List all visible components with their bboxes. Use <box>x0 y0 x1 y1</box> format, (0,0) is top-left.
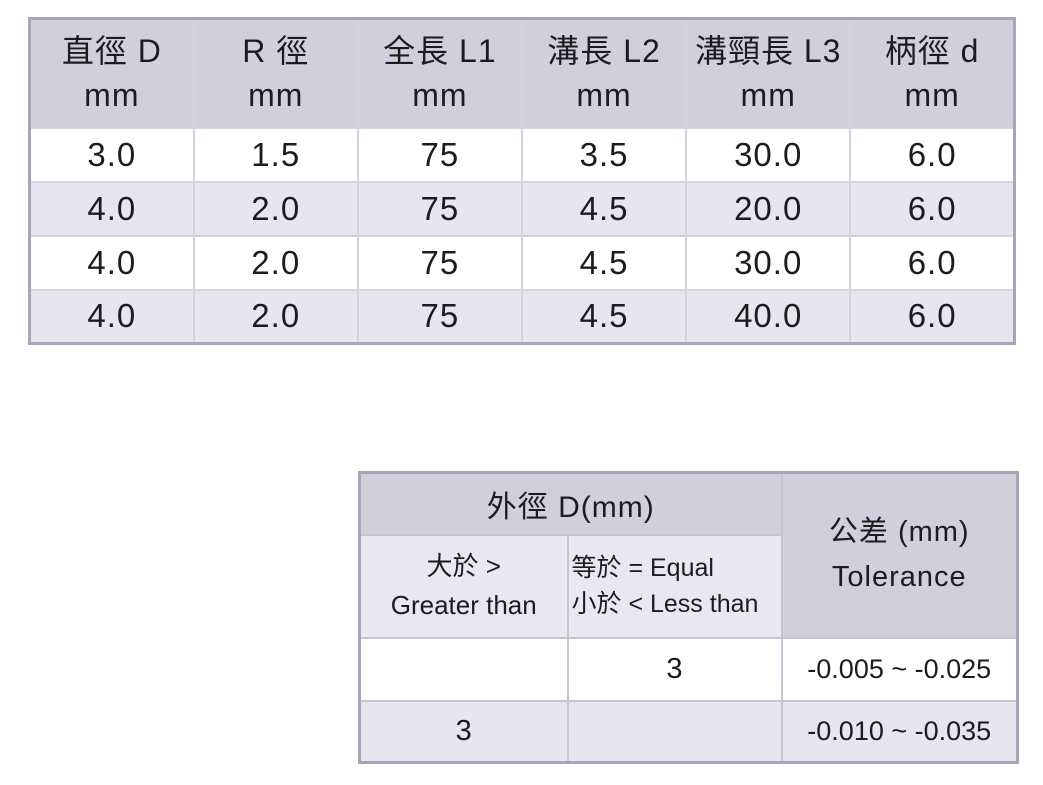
spec-cell: 6.0 <box>849 234 1016 291</box>
greater-than-header: 大於 > Greater than <box>358 533 569 639</box>
tolerance-table: 外徑 D(mm) 公差 (mm) Tolerance 大於 > Greater … <box>358 471 1019 764</box>
header-line2: mm <box>248 77 304 114</box>
spec-cell: 40.0 <box>685 288 852 345</box>
spec-table: 直徑 D mm R 徑 mm 全長 L1 mm 溝長 L2 mm 溝頸長 L3 <box>28 17 1016 345</box>
spec-cell: 4.0 <box>28 288 195 345</box>
spec-cell: 2.0 <box>192 180 359 237</box>
header-line2: mm <box>84 77 140 114</box>
spec-table-row: 4.0 2.0 75 4.5 40.0 6.0 <box>28 288 1016 345</box>
header-line2: mm <box>576 77 632 114</box>
spec-col-header-r-radius: R 徑 mm <box>192 17 359 129</box>
greater-than-line2: Greater than <box>390 590 537 620</box>
header-line1: R 徑 <box>242 33 310 70</box>
header-line2: mm <box>740 77 796 114</box>
equal-less-value-cell <box>566 699 783 764</box>
spec-table-header: 直徑 D mm R 徑 mm 全長 L1 mm 溝長 L2 mm 溝頸長 L3 <box>28 17 1016 129</box>
spec-cell: 4.0 <box>28 234 195 291</box>
spec-table-row: 4.0 2.0 75 4.5 20.0 6.0 <box>28 180 1016 237</box>
spec-cell: 4.0 <box>28 180 195 237</box>
less-than-line2: 小於 < Less than <box>571 590 759 618</box>
tolerance-header-line2: Tolerance <box>831 561 967 594</box>
header-line1: 柄徑 d <box>884 33 980 70</box>
tolerance-header-line1: 公差 (mm) <box>828 516 970 549</box>
spec-cell: 2.0 <box>192 234 359 291</box>
tolerance-table-row: 3 -0.005 ~ -0.025 <box>358 636 1019 702</box>
header-line2: mm <box>904 77 960 114</box>
tolerance-header: 公差 (mm) Tolerance <box>780 471 1019 639</box>
header-line1: 直徑 D <box>61 33 162 70</box>
outer-diameter-header: 外徑 D(mm) <box>358 471 783 536</box>
tolerance-value-cell: -0.010 ~ -0.035 <box>780 699 1019 764</box>
spec-cell: 4.5 <box>520 234 688 291</box>
spec-cell: 6.0 <box>849 126 1016 183</box>
greater-than-line1: 大於 > <box>426 551 501 581</box>
header-line1: 溝長 L2 <box>547 33 661 70</box>
header-line1: 溝頸長 L3 <box>694 33 842 70</box>
spec-cell: 75 <box>356 126 523 183</box>
header-line2: mm <box>412 77 468 114</box>
spec-cell: 6.0 <box>849 288 1016 345</box>
greater-value-cell: 3 <box>358 699 569 764</box>
spec-cell: 20.0 <box>685 180 852 237</box>
greater-value-cell <box>358 636 569 702</box>
spec-col-header-shank-diameter-d: 柄徑 d mm <box>849 17 1016 129</box>
spec-cell: 4.5 <box>520 288 688 345</box>
spec-cell: 3.0 <box>28 126 195 183</box>
spec-cell: 30.0 <box>685 234 852 291</box>
spec-cell: 30.0 <box>685 126 852 183</box>
spec-cell: 75 <box>356 288 523 345</box>
spec-col-header-diameter-d: 直徑 D mm <box>28 17 195 129</box>
spec-col-header-overall-length-l1: 全長 L1 mm <box>356 17 523 129</box>
equal-less-value-cell: 3 <box>566 636 783 702</box>
spec-cell: 6.0 <box>849 180 1016 237</box>
spec-cell: 75 <box>356 234 523 291</box>
spec-cell: 4.5 <box>520 180 688 237</box>
spec-table-row: 4.0 2.0 75 4.5 30.0 6.0 <box>28 234 1016 291</box>
header-line1: 全長 L1 <box>383 33 497 70</box>
spec-col-header-neck-length-l3: 溝頸長 L3 mm <box>685 17 852 129</box>
tolerance-value-cell: -0.005 ~ -0.025 <box>780 636 1019 702</box>
spec-col-header-flute-length-l2: 溝長 L2 mm <box>520 17 688 129</box>
equal-less-header: 等於 = Equal 小於 < Less than <box>566 533 783 639</box>
spec-table-row: 3.0 1.5 75 3.5 30.0 6.0 <box>28 126 1016 183</box>
tolerance-table-row: 3 -0.010 ~ -0.035 <box>358 699 1019 764</box>
spec-cell: 1.5 <box>192 126 359 183</box>
spec-cell: 75 <box>356 180 523 237</box>
spec-cell: 2.0 <box>192 288 359 345</box>
spec-cell: 3.5 <box>520 126 688 183</box>
equal-line1: 等於 = Equal <box>571 553 714 582</box>
